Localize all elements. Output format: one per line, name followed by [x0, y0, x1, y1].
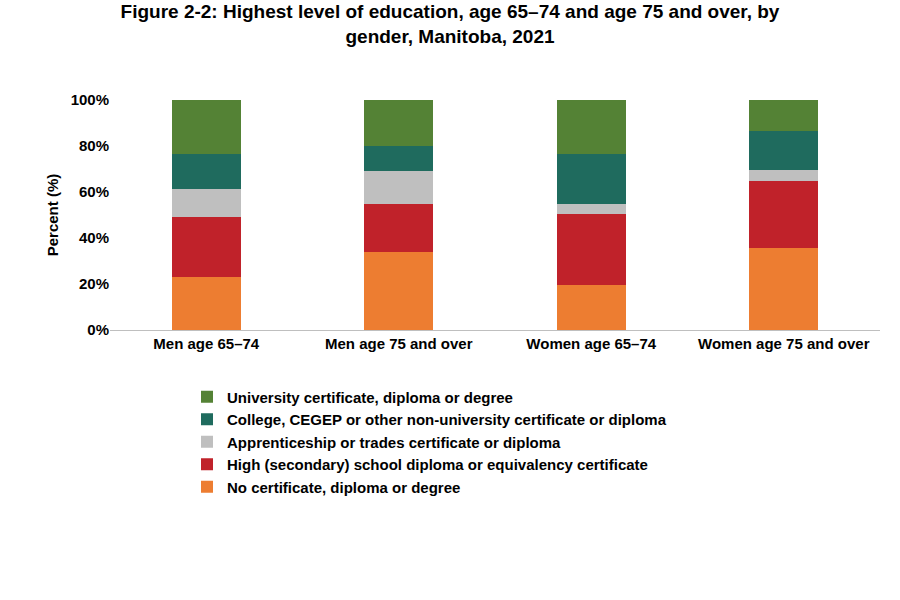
svg-text:20%: 20% — [79, 275, 109, 292]
svg-text:Figure 2-2: Highest level of e: Figure 2-2: Highest level of education, … — [121, 1, 780, 47]
svg-text:100%: 100% — [71, 91, 109, 108]
svg-text:40%: 40% — [79, 229, 109, 246]
svg-text:Men age 75 and over: Men age 75 and over — [325, 335, 473, 352]
svg-text:High (secondary) school diplom: High (secondary) school diploma or equiv… — [227, 456, 648, 473]
svg-text:Apprenticeship or trades certi: Apprenticeship or trades certificate or … — [227, 434, 561, 451]
svg-text:80%: 80% — [79, 137, 109, 154]
svg-text:Percent (%): Percent (%) — [44, 174, 61, 257]
svg-text:0%: 0% — [87, 321, 109, 338]
svg-text:Women age 65–74: Women age 65–74 — [526, 335, 656, 352]
svg-text:College, CEGEP or other non-un: College, CEGEP or other non-university c… — [227, 411, 667, 428]
svg-text:60%: 60% — [79, 183, 109, 200]
svg-text:Women age 75 and over: Women age 75 and over — [698, 335, 870, 352]
svg-text:No certificate, diploma or deg: No certificate, diploma or degree — [227, 479, 460, 496]
svg-text:University certificate, diplom: University certificate, diploma or degre… — [227, 389, 513, 406]
svg-text:Men age 65–74: Men age 65–74 — [153, 335, 260, 352]
